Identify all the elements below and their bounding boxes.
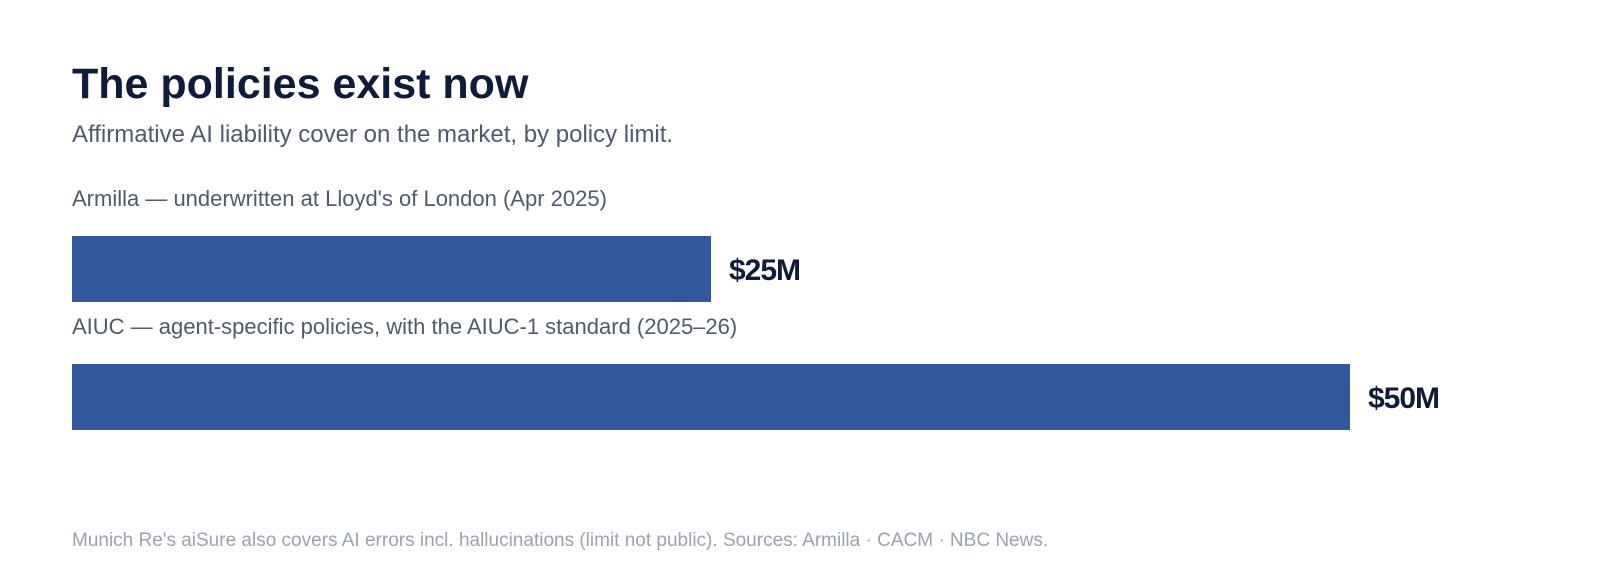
value-label: $50M [1368, 382, 1439, 415]
footnote: Munich Re's aiSure also covers AI errors… [72, 530, 1049, 551]
value-label: $25M [729, 254, 800, 287]
chart-title: The policies exist now [72, 60, 529, 108]
category-label: AIUC — agent-specific policies, with the… [72, 314, 737, 339]
bar [72, 364, 1350, 430]
category-label: Armilla — underwritten at Lloyd's of Lon… [72, 186, 607, 211]
chart-subtitle: Affirmative AI liability cover on the ma… [72, 121, 674, 148]
bar [72, 236, 711, 302]
